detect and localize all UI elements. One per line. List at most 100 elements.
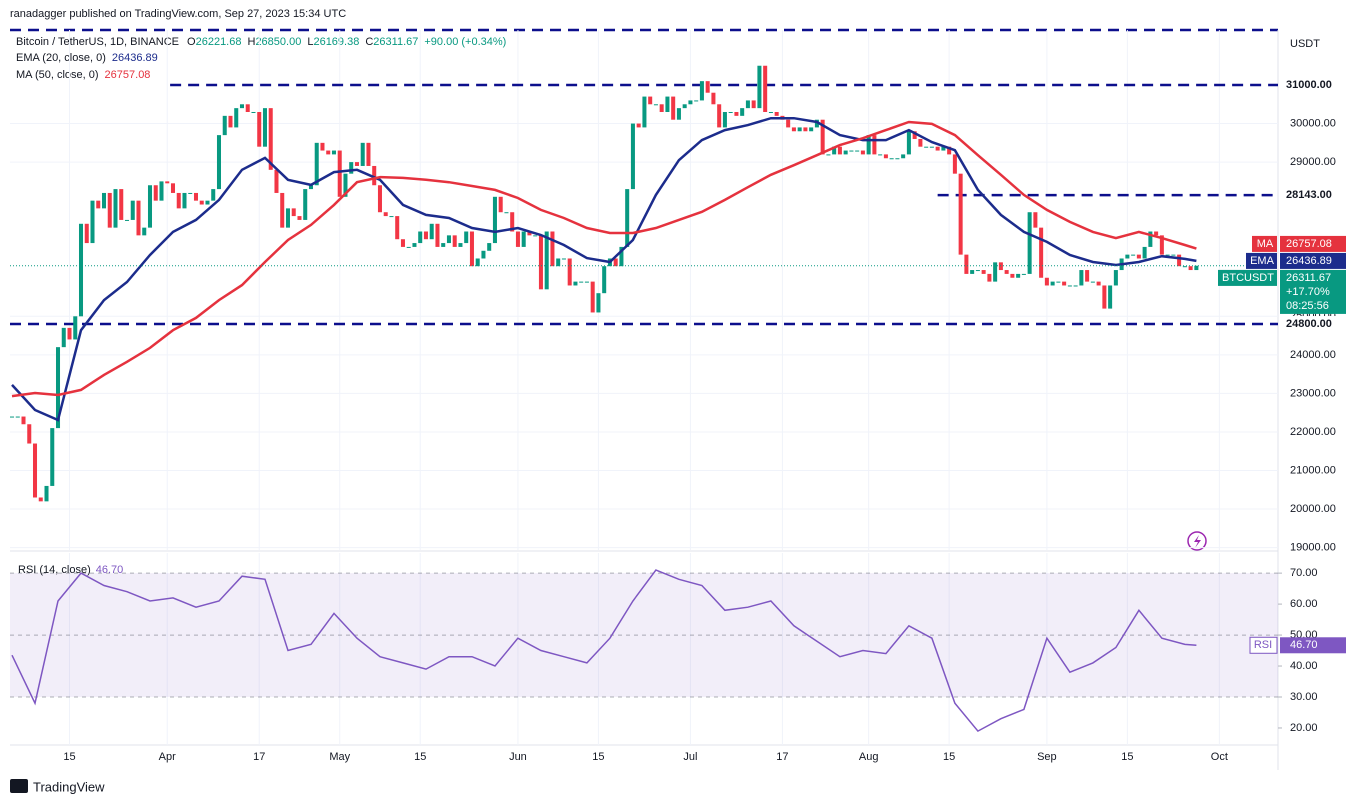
candle [1056, 281, 1061, 283]
candle [717, 104, 722, 128]
ohlc-value: 26169.38 [313, 36, 359, 48]
tag-name: BTCUSDT [1222, 272, 1274, 284]
level-label: 31000.00 [1286, 79, 1332, 91]
candle [412, 243, 417, 247]
candle [193, 192, 199, 201]
alert-icon[interactable] [1187, 531, 1207, 551]
candle [251, 111, 256, 113]
y-tick-label: 30.00 [1290, 691, 1318, 703]
candle [814, 119, 819, 128]
candle [280, 192, 285, 228]
candle [320, 142, 325, 151]
candle [1096, 281, 1101, 286]
candle [1010, 273, 1015, 278]
tag-value-box [1280, 235, 1346, 252]
ema-line [11, 116, 1197, 422]
candle [941, 146, 946, 151]
level-label-box [1280, 316, 1346, 333]
rsi-line [11, 569, 1197, 733]
candle [73, 316, 78, 340]
candle [44, 485, 49, 502]
candle [349, 162, 354, 174]
candle [1085, 270, 1090, 282]
candle [981, 270, 986, 274]
candle [1044, 277, 1049, 286]
change-label: +17.70% [1286, 286, 1330, 298]
candle [182, 192, 187, 209]
symbol: Bitcoin / TetherUS, 1D, BINANCE [16, 36, 179, 48]
candle [1108, 285, 1113, 309]
indicator-legend: MA (50, close, 0) 26757.08 [16, 69, 150, 81]
candle [429, 223, 434, 240]
candle [648, 96, 653, 105]
candle [619, 246, 624, 267]
alert-icon-bolt [1194, 535, 1201, 548]
publisher: ranadagger published on TradingView.com,… [10, 8, 346, 20]
candle [970, 270, 975, 274]
candle [1021, 273, 1026, 275]
candle [774, 111, 779, 116]
candle [343, 173, 348, 197]
candle [510, 212, 515, 232]
symbol-legend: Bitcoin / TetherUS, 1D, BINANCE O26221.68… [16, 36, 506, 48]
candle [809, 127, 814, 132]
candle [245, 104, 250, 112]
candle [101, 192, 107, 209]
candle [372, 165, 377, 186]
x-tick-label: 15 [592, 751, 604, 763]
candle [291, 208, 296, 217]
rsi-title: RSI (14, close) [18, 564, 91, 576]
candle [354, 162, 359, 166]
candle [596, 293, 601, 313]
candle [1004, 270, 1009, 274]
brand: TradingView [33, 779, 105, 794]
level-label-box [1280, 77, 1346, 94]
candle [326, 150, 331, 155]
ohlc-value: 26850.00 [255, 36, 301, 48]
candle [740, 108, 745, 116]
y-tick-label: 22000.00 [1290, 426, 1336, 438]
candle [84, 223, 89, 244]
candle [613, 258, 618, 267]
candle [303, 189, 308, 220]
rsi-value-box [1280, 637, 1346, 654]
y-tick-label: 70.00 [1290, 567, 1318, 579]
candle [768, 111, 773, 113]
candle [918, 138, 923, 147]
candle [1102, 285, 1107, 309]
candle [653, 104, 658, 106]
candle [464, 231, 469, 244]
candle [912, 131, 917, 139]
candle [1165, 254, 1170, 256]
candle [366, 142, 371, 166]
candle [682, 104, 687, 109]
candle [705, 81, 710, 93]
candle [176, 192, 181, 209]
candle [947, 146, 952, 155]
candle [446, 235, 451, 244]
candle [699, 81, 704, 101]
candle [1090, 281, 1095, 283]
ohlc-value: 26221.68 [196, 36, 242, 48]
candle [188, 192, 193, 194]
x-tick-label: 17 [253, 751, 265, 763]
candle [469, 231, 474, 267]
candle [590, 281, 595, 313]
candle [889, 158, 894, 160]
candle [550, 231, 555, 267]
y-tick-label: 23000.00 [1290, 387, 1336, 399]
candle [757, 65, 762, 109]
candle [561, 258, 566, 260]
x-tick-label: Aug [859, 751, 879, 763]
tag-box [1252, 235, 1277, 252]
candle [55, 347, 61, 429]
candle [883, 154, 888, 159]
indicator-value: 26757.08 [105, 69, 151, 81]
candle [481, 250, 486, 259]
candle [1073, 285, 1078, 287]
candle [458, 243, 463, 247]
candle [745, 100, 750, 109]
candle [556, 258, 561, 267]
candle [763, 65, 768, 112]
x-tick-label: 15 [63, 751, 75, 763]
